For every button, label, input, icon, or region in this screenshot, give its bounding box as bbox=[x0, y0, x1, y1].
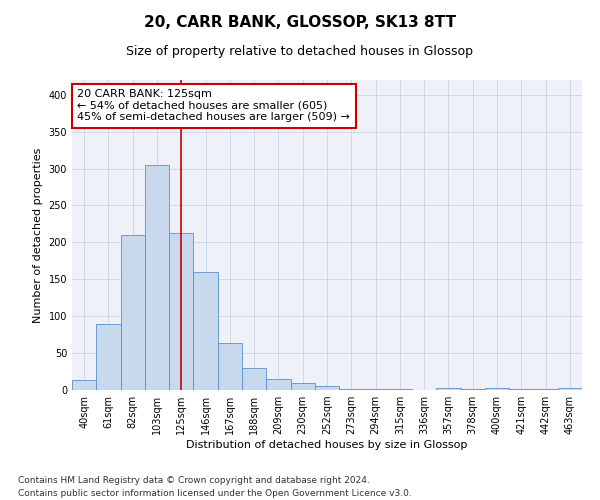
Bar bbox=[145, 165, 169, 390]
X-axis label: Distribution of detached houses by size in Glossop: Distribution of detached houses by size … bbox=[187, 440, 467, 450]
Bar bbox=[96, 324, 121, 390]
Bar bbox=[290, 384, 315, 390]
Y-axis label: Number of detached properties: Number of detached properties bbox=[33, 148, 43, 322]
Bar bbox=[315, 386, 339, 390]
Bar bbox=[266, 379, 290, 390]
Bar bbox=[193, 272, 218, 390]
Text: Contains public sector information licensed under the Open Government Licence v3: Contains public sector information licen… bbox=[18, 488, 412, 498]
Bar bbox=[242, 368, 266, 390]
Text: Contains HM Land Registry data © Crown copyright and database right 2024.: Contains HM Land Registry data © Crown c… bbox=[18, 476, 370, 485]
Bar bbox=[72, 380, 96, 390]
Text: 20 CARR BANK: 125sqm
← 54% of detached houses are smaller (605)
45% of semi-deta: 20 CARR BANK: 125sqm ← 54% of detached h… bbox=[77, 90, 350, 122]
Text: 20, CARR BANK, GLOSSOP, SK13 8TT: 20, CARR BANK, GLOSSOP, SK13 8TT bbox=[144, 15, 456, 30]
Bar bbox=[169, 233, 193, 390]
Bar bbox=[558, 388, 582, 390]
Bar bbox=[121, 235, 145, 390]
Bar bbox=[436, 388, 461, 390]
Text: Size of property relative to detached houses in Glossop: Size of property relative to detached ho… bbox=[127, 45, 473, 58]
Bar bbox=[485, 388, 509, 390]
Bar bbox=[218, 343, 242, 390]
Bar bbox=[364, 388, 388, 390]
